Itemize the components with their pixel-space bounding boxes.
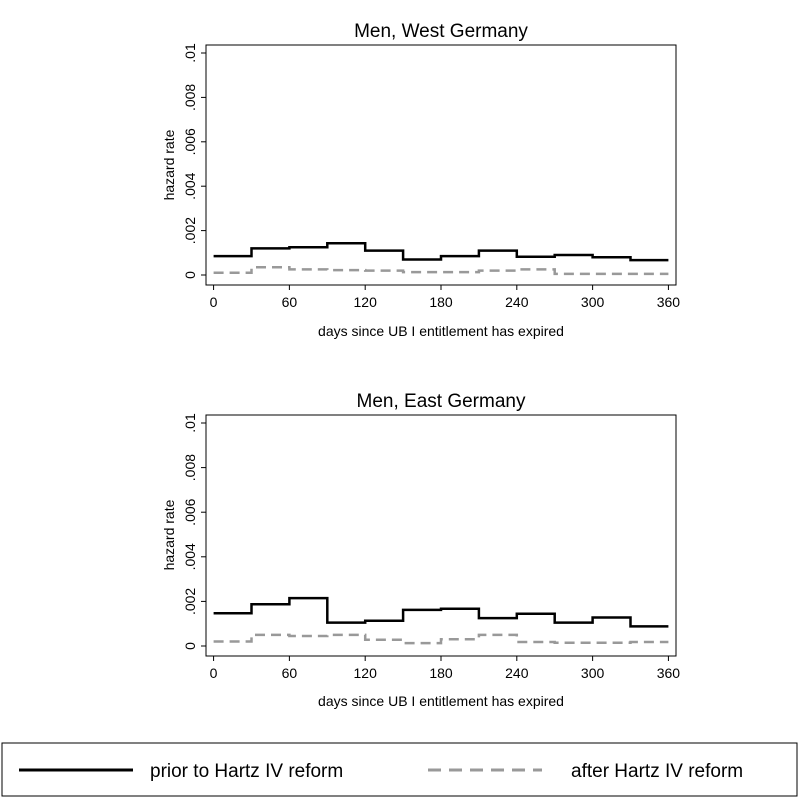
- chart-title: Men, West Germany: [354, 21, 528, 42]
- y-tick-label: .004: [182, 543, 198, 570]
- y-axis: 0 .002 .004 .006 .008 .01: [182, 413, 206, 650]
- series-group: [213, 596, 669, 645]
- x-tick-label: 360: [657, 665, 681, 681]
- series-line-prior: [213, 596, 669, 628]
- y-tick-label: 0: [182, 271, 198, 279]
- x-tick-label: 120: [354, 665, 378, 681]
- series-line-after: [213, 265, 669, 276]
- y-tick-label: .006: [182, 128, 198, 155]
- series-group: [213, 242, 669, 276]
- y-tick-label: .008: [182, 454, 198, 481]
- legend-box: [1, 742, 798, 797]
- x-tick-label: 0: [210, 665, 218, 681]
- y-tick-label: 0: [182, 642, 198, 650]
- y-tick-label: .01: [182, 413, 198, 433]
- y-axis-label: hazard rate: [161, 499, 177, 570]
- x-tick-label: 120: [354, 294, 378, 310]
- x-tick-label: 240: [505, 294, 529, 310]
- y-axis: 0 .002 .004 .006 .008 .01: [182, 43, 206, 279]
- y-tick-label: .002: [182, 217, 198, 244]
- y-axis-label: hazard rate: [161, 129, 177, 200]
- x-tick-label: 180: [429, 665, 453, 681]
- legend-label-prior: prior to Hartz IV reform: [150, 761, 343, 782]
- x-tick-label: 360: [657, 294, 681, 310]
- series-line-prior: [213, 242, 669, 262]
- x-tick-label: 300: [581, 294, 605, 310]
- x-axis-label: days since UB I entitlement has expired: [318, 323, 564, 339]
- x-tick-label: 180: [429, 294, 453, 310]
- y-tick-label: .002: [182, 588, 198, 615]
- x-tick-label: 60: [282, 294, 298, 310]
- x-axis: 0 60 120 180 240 300 360: [210, 285, 681, 310]
- y-tick-label: .006: [182, 498, 198, 525]
- y-tick-label: .008: [182, 84, 198, 111]
- y-tick-label: .004: [182, 172, 198, 199]
- legend: prior to Hartz IV reform after Hartz IV …: [1, 742, 798, 797]
- chart-panel-east: Men, East Germany 0 .002 .004 .006 .008 .01 0…: [161, 391, 680, 709]
- y-tick-label: .01: [182, 43, 198, 63]
- series-line-after: [213, 633, 669, 645]
- x-tick-label: 0: [210, 294, 218, 310]
- chart-title: Men, East Germany: [357, 391, 526, 412]
- x-axis-label: days since UB I entitlement has expired: [318, 693, 564, 709]
- x-tick-label: 60: [282, 665, 298, 681]
- legend-label-after: after Hartz IV reform: [571, 761, 743, 782]
- x-axis: 0 60 120 180 240 300 360: [210, 656, 681, 681]
- x-tick-label: 240: [505, 665, 529, 681]
- x-tick-label: 300: [581, 665, 605, 681]
- chart-panel-west: Men, West Germany 0 .002 .004 .006 .008 .01 0…: [161, 21, 680, 339]
